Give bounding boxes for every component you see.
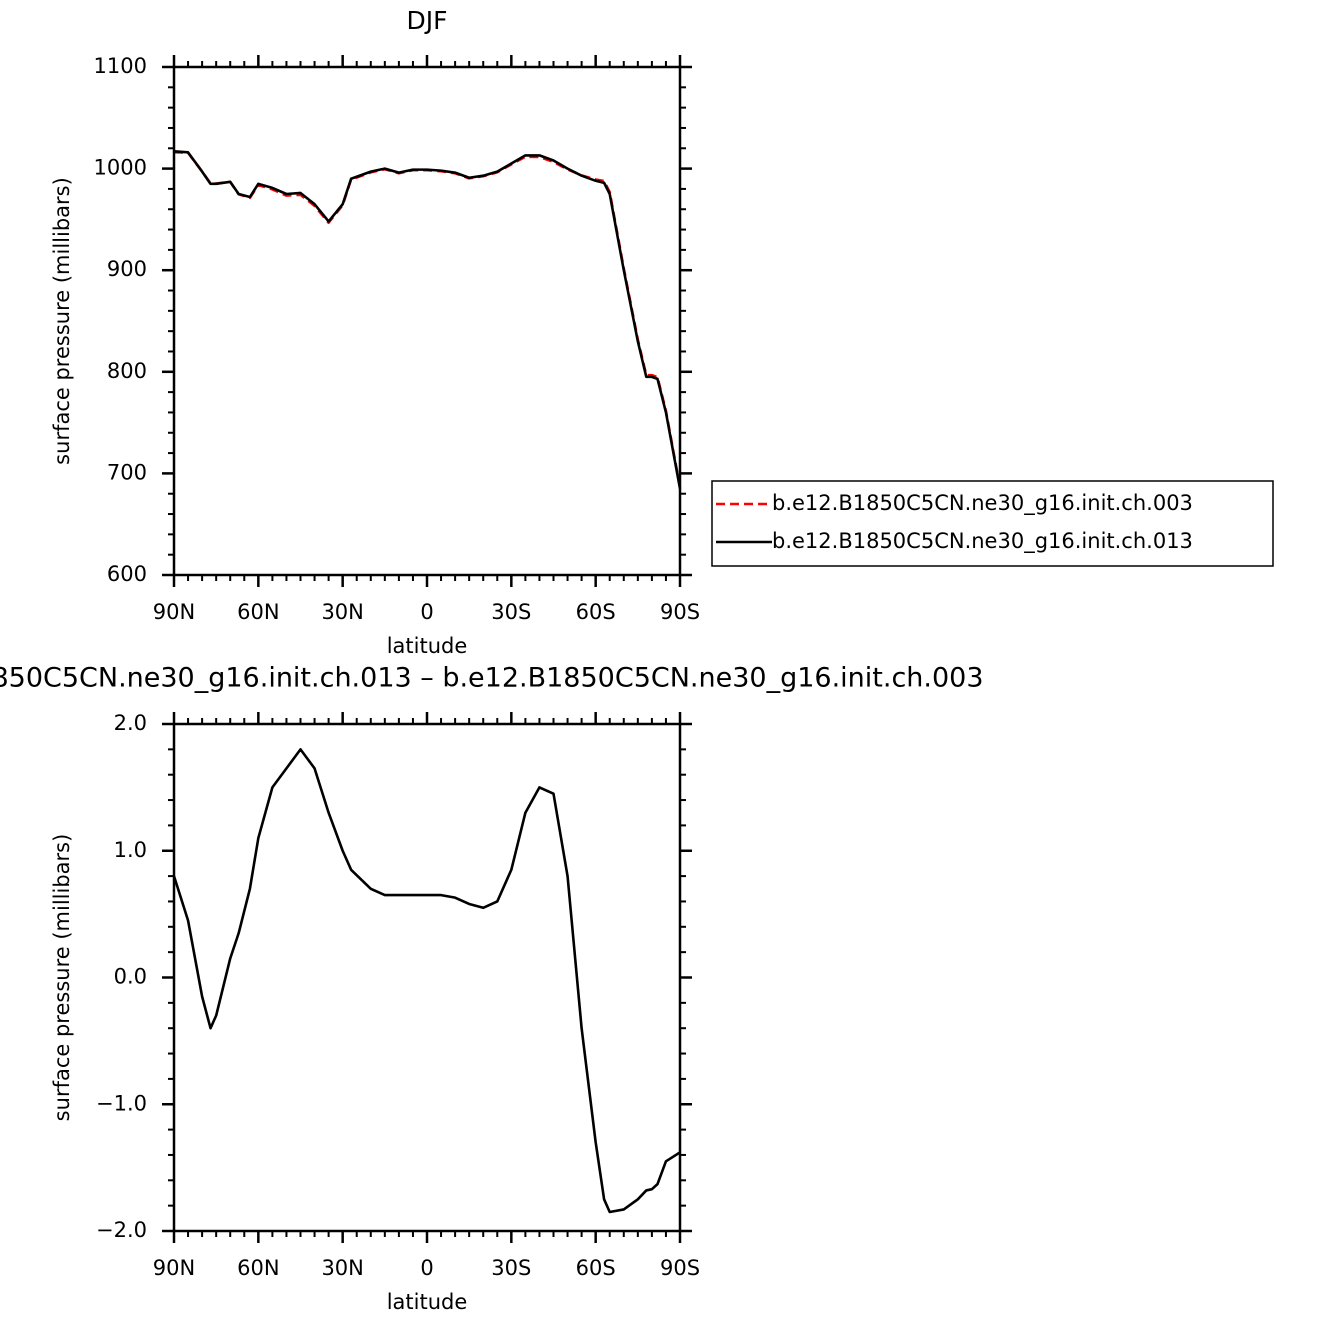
x-tick-label: 60N xyxy=(237,1256,279,1280)
x-axis-label: latitude xyxy=(387,634,468,658)
y-tick-label: 2.0 xyxy=(114,711,147,735)
x-tick-label: 30N xyxy=(321,1256,363,1280)
y-tick-label: 700 xyxy=(107,460,147,484)
legend-label: b.e12.B1850C5CN.ne30_g16.init.ch.013 xyxy=(772,529,1193,554)
y-tick-label: 1000 xyxy=(94,156,147,180)
legend-box xyxy=(711,480,1274,567)
y-tick-label: 800 xyxy=(107,359,147,383)
chart-title: DJF xyxy=(406,6,447,35)
chart-title: b.e12.B1850C5CN.ne30_g16.init.ch.013 – b… xyxy=(0,663,984,694)
y-tick-label: 900 xyxy=(107,257,147,281)
y-tick-label: −2.0 xyxy=(96,1218,147,1242)
x-tick-label: 0 xyxy=(420,600,433,624)
x-tick-label: 60S xyxy=(576,1256,616,1280)
plot-frame xyxy=(172,65,682,577)
x-axis-label: latitude xyxy=(387,1290,468,1314)
y-tick-label: 0.0 xyxy=(114,965,147,989)
y-tick-label: 1.0 xyxy=(114,838,147,862)
line-series xyxy=(173,150,682,488)
x-tick-label: 30N xyxy=(321,600,363,624)
x-tick-label: 30S xyxy=(491,1256,531,1280)
x-tick-label: 30S xyxy=(491,600,531,624)
plot-frame xyxy=(172,722,682,1233)
y-axis-label: surface pressure (millibars) xyxy=(50,177,74,465)
x-tick-label: 0 xyxy=(420,1256,433,1280)
line-series xyxy=(173,150,682,489)
y-tick-label: 1100 xyxy=(94,54,147,78)
y-tick-label: 600 xyxy=(107,562,147,586)
legend-label: b.e12.B1850C5CN.ne30_g16.init.ch.003 xyxy=(772,491,1193,516)
line-series xyxy=(172,748,681,1214)
y-axis-label: surface pressure (millibars) xyxy=(50,834,74,1122)
x-tick-label: 90N xyxy=(153,1256,195,1280)
x-tick-label: 90S xyxy=(660,600,700,624)
x-tick-label: 60N xyxy=(237,600,279,624)
x-tick-label: 60S xyxy=(576,600,616,624)
x-tick-label: 90N xyxy=(153,600,195,624)
x-tick-label: 90S xyxy=(660,1256,700,1280)
y-tick-label: −1.0 xyxy=(96,1091,147,1115)
